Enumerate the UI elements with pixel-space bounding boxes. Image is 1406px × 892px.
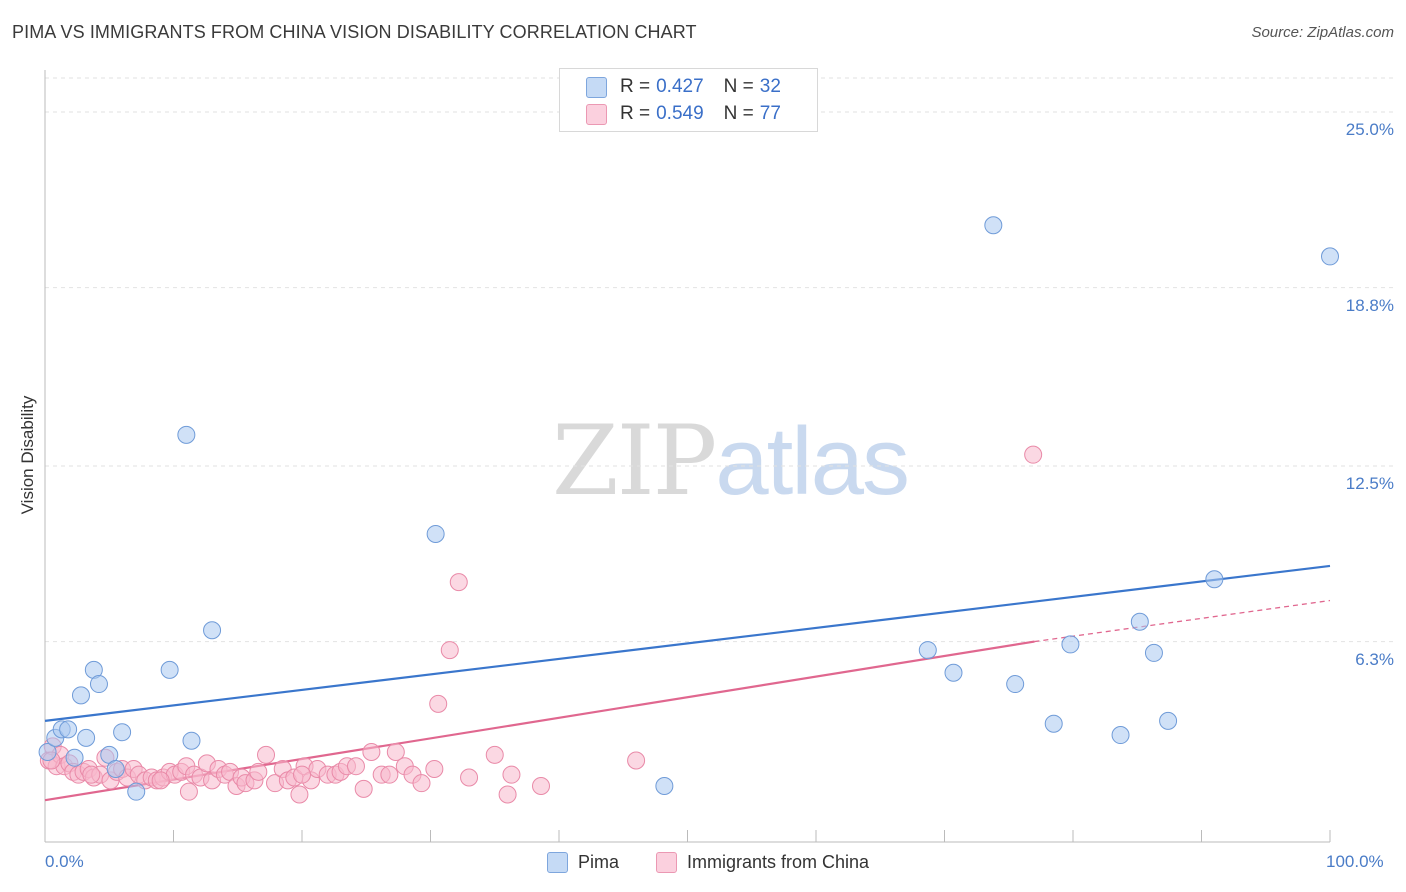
pima-point <box>106 760 125 779</box>
y-tick-label: 12.5% <box>1345 473 1394 493</box>
china-point <box>257 745 276 764</box>
pima-point <box>203 621 222 640</box>
pima-point <box>59 720 78 739</box>
china-point <box>179 782 198 801</box>
china-point <box>386 743 405 762</box>
x-tick-label-min: 0.0% <box>45 852 84 871</box>
legend-n-value: 77 <box>759 103 781 124</box>
y-tick-label: 6.3% <box>1355 649 1394 669</box>
pima-point <box>113 723 132 742</box>
china-point <box>293 765 311 784</box>
source-label: Source: ZipAtlas.com <box>1251 24 1394 41</box>
china-point <box>440 641 459 660</box>
china-trend-line-extension <box>1034 599 1331 643</box>
pima-point <box>1321 247 1339 266</box>
pima-point <box>160 660 179 679</box>
pima-point <box>77 728 96 747</box>
china-point <box>502 765 521 784</box>
pima-point <box>89 675 108 694</box>
pima-point <box>1205 570 1224 589</box>
legend-row-china: R = 0.549 N = 77 <box>586 103 781 125</box>
china-point <box>354 779 373 798</box>
watermark: ZIPatlas <box>552 405 910 517</box>
china-point <box>362 743 381 762</box>
china-point <box>460 768 479 787</box>
bottom-legend-label-pima: Pima <box>578 852 620 872</box>
legend-r-value: 0.549 <box>656 103 704 124</box>
china-point <box>627 751 646 770</box>
legend-swatch-china <box>586 103 607 125</box>
pima-point <box>127 782 146 801</box>
pima-point <box>177 425 196 444</box>
china-point <box>346 757 365 776</box>
watermark-zip: ZIP <box>552 405 717 517</box>
y-tick-label: 18.8% <box>1345 295 1394 315</box>
china-point <box>249 762 268 781</box>
china-point <box>532 777 551 796</box>
china-point <box>290 785 309 804</box>
china-point <box>380 765 399 784</box>
legend: R = 0.427 N = 32 R = 0.549 N = 77 <box>559 68 818 132</box>
pima-point <box>182 731 201 750</box>
bottom-legend-swatch-pima <box>547 852 568 873</box>
watermark-atlas: atlas <box>715 408 910 515</box>
legend-n-value: 32 <box>759 76 781 97</box>
pima-point <box>1130 612 1149 631</box>
legend-n-label: N = <box>723 103 754 124</box>
legend-n-label: N = <box>723 76 754 97</box>
x-tick-label-max: 100.0% <box>1326 852 1384 871</box>
legend-swatch-pima <box>586 76 607 98</box>
china-point <box>1024 445 1043 464</box>
pima-point <box>426 524 445 543</box>
chart-title: PIMA VS IMMIGRANTS FROM CHINA VISION DIS… <box>12 22 697 42</box>
y-tick-label: 25.0% <box>1345 119 1394 139</box>
pima-point <box>71 686 90 705</box>
china-point <box>151 771 170 790</box>
china-point <box>412 774 431 793</box>
pima-point <box>944 663 963 682</box>
pima-point <box>1044 714 1063 733</box>
y-axis-label: Vision Disability <box>18 395 37 515</box>
china-point <box>82 765 101 784</box>
china-point <box>425 760 444 779</box>
legend-r-label: R = <box>620 103 651 124</box>
pima-point <box>38 743 57 762</box>
china-point <box>429 694 448 713</box>
bottom-legend-swatch-china <box>656 852 677 873</box>
bottom-legend-pima: Pima <box>547 852 619 873</box>
legend-r-value: 0.427 <box>656 76 704 97</box>
china-point <box>449 573 468 592</box>
china-point <box>498 785 517 804</box>
pima-point <box>984 216 1003 235</box>
legend-row-pima: R = 0.427 N = 32 <box>586 76 781 98</box>
pima-point <box>1111 726 1130 745</box>
china-point <box>485 745 504 764</box>
pima-point <box>1159 711 1178 730</box>
pima-point <box>655 777 674 796</box>
pima-point <box>65 748 84 767</box>
bottom-legend-label-china: Immigrants from China <box>687 852 870 872</box>
legend-r-label: R = <box>620 76 651 97</box>
pima-point <box>1006 675 1025 694</box>
pima-point <box>1061 635 1080 654</box>
pima-point <box>1144 643 1163 662</box>
pima-point <box>918 641 937 660</box>
pima-trend-line <box>44 564 1331 722</box>
bottom-legend-china: Immigrants from China <box>656 852 869 873</box>
